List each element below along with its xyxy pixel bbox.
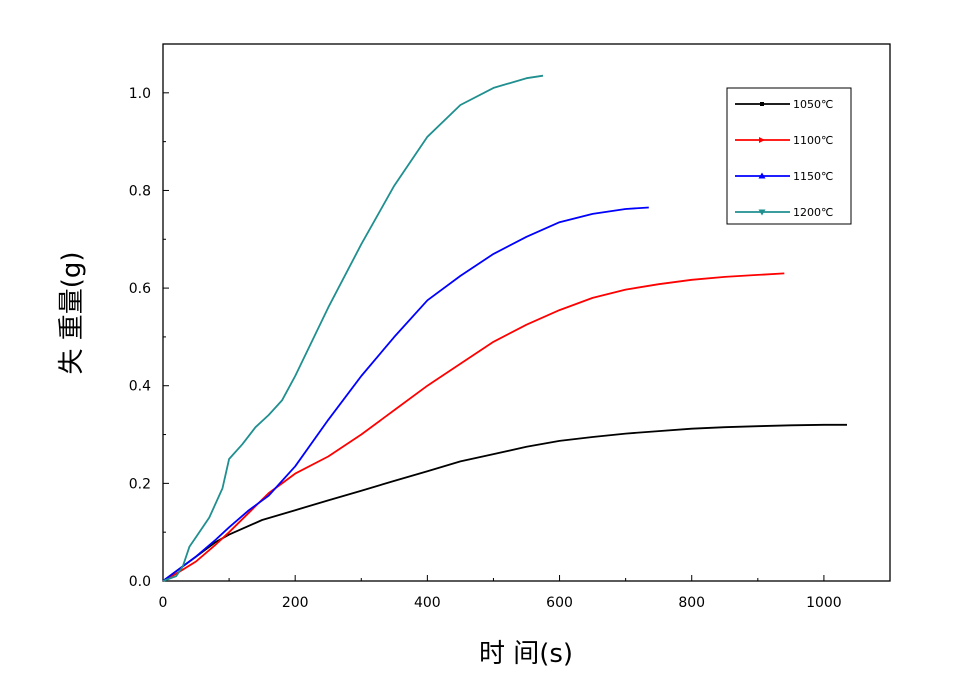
x-axis-ticks: 0 200 400 600 800 1000 <box>159 575 842 611</box>
legend-box <box>726 87 852 225</box>
y-tick-label: 0.0 <box>129 574 151 590</box>
y-axis-title: 失 重量(g) <box>57 251 87 374</box>
y-tick-label: 0.8 <box>129 183 151 199</box>
series-line-4 <box>162 74 544 582</box>
x-tick-label: 0 <box>159 595 168 611</box>
x-tick-label: 1000 <box>806 595 842 611</box>
y-tick-label: 0.4 <box>129 379 151 395</box>
y-axis-ticks: 0.0 0.2 0.4 0.6 0.8 1.0 <box>129 43 169 590</box>
legend-label-1: 1050℃ <box>793 98 833 111</box>
legend-marker <box>758 209 766 216</box>
legend-marker <box>759 137 765 143</box>
series-line-3 <box>162 206 649 582</box>
plot-frame <box>162 43 891 582</box>
series-line-2 <box>162 272 785 582</box>
y-tick-label: 0.6 <box>129 281 151 297</box>
legend-marker <box>760 102 764 106</box>
legend-label-2: 1100℃ <box>793 134 833 147</box>
series-line-1 <box>162 423 847 582</box>
legend-label-4: 1200℃ <box>793 206 833 219</box>
legend-label-3: 1150℃ <box>793 170 833 183</box>
legend-marker <box>758 172 766 179</box>
x-tick-label: 200 <box>282 595 309 611</box>
y-tick-label: 1.0 <box>129 86 151 102</box>
series-layer <box>162 74 847 582</box>
x-axis-title: 时 间(s) <box>479 639 573 669</box>
x-tick-label: 400 <box>414 595 441 611</box>
legend: 1050℃ 1100℃ 1150℃ 1200℃ <box>726 87 852 225</box>
x-tick-label: 600 <box>546 595 573 611</box>
x-tick-label: 800 <box>678 595 705 611</box>
y-tick-label: 0.2 <box>129 476 151 492</box>
